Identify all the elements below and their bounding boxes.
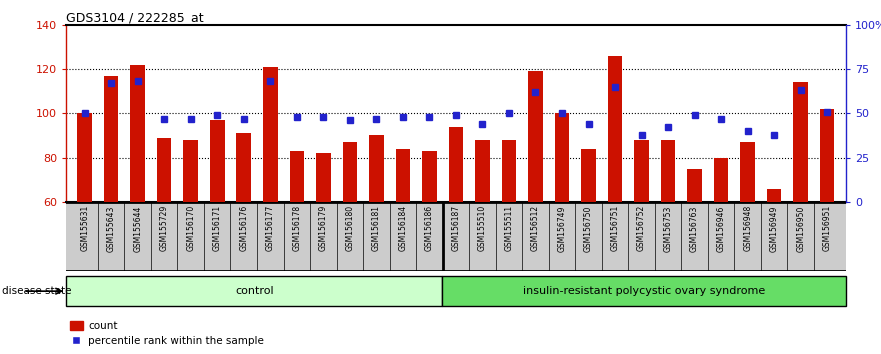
Text: GSM156186: GSM156186 bbox=[425, 205, 434, 251]
Bar bbox=[501, 140, 516, 335]
Text: GSM156177: GSM156177 bbox=[266, 205, 275, 251]
Bar bbox=[714, 158, 729, 335]
Text: control: control bbox=[235, 286, 274, 296]
Bar bbox=[66, 276, 442, 306]
Text: GSM156951: GSM156951 bbox=[823, 205, 832, 251]
Text: GSM155511: GSM155511 bbox=[505, 205, 514, 251]
Bar bbox=[555, 113, 569, 335]
Text: GSM156176: GSM156176 bbox=[240, 205, 248, 251]
Text: GSM156751: GSM156751 bbox=[611, 205, 619, 251]
Text: GSM156753: GSM156753 bbox=[663, 205, 672, 252]
Bar bbox=[210, 120, 225, 335]
Text: GSM155729: GSM155729 bbox=[159, 205, 168, 251]
Text: GSM156184: GSM156184 bbox=[398, 205, 407, 251]
Legend: count, percentile rank within the sample: count, percentile rank within the sample bbox=[66, 316, 268, 350]
Text: GSM156171: GSM156171 bbox=[212, 205, 222, 251]
Bar bbox=[529, 71, 543, 335]
Text: insulin-resistant polycystic ovary syndrome: insulin-resistant polycystic ovary syndr… bbox=[523, 286, 766, 296]
Bar bbox=[581, 149, 596, 335]
Bar bbox=[263, 67, 278, 335]
Bar bbox=[794, 82, 808, 335]
Text: GSM155510: GSM155510 bbox=[478, 205, 487, 251]
Bar bbox=[316, 153, 330, 335]
Text: GSM156752: GSM156752 bbox=[637, 205, 646, 251]
Bar bbox=[369, 135, 383, 335]
Bar bbox=[766, 188, 781, 335]
Text: GSM156750: GSM156750 bbox=[584, 205, 593, 252]
Bar bbox=[236, 133, 251, 335]
Bar bbox=[78, 113, 92, 335]
Text: GSM156512: GSM156512 bbox=[531, 205, 540, 251]
Text: disease state: disease state bbox=[2, 286, 71, 296]
Bar bbox=[396, 149, 411, 335]
Text: GSM156950: GSM156950 bbox=[796, 205, 805, 252]
Bar bbox=[157, 138, 172, 335]
Bar bbox=[442, 276, 846, 306]
Text: GSM155643: GSM155643 bbox=[107, 205, 115, 252]
Bar bbox=[820, 109, 834, 335]
Text: GSM156948: GSM156948 bbox=[744, 205, 752, 251]
Bar bbox=[183, 140, 198, 335]
Text: GSM155631: GSM155631 bbox=[80, 205, 89, 251]
Text: GSM156179: GSM156179 bbox=[319, 205, 328, 251]
Bar bbox=[448, 126, 463, 335]
Text: GSM156946: GSM156946 bbox=[716, 205, 726, 252]
Bar bbox=[608, 56, 622, 335]
Bar bbox=[687, 169, 702, 335]
Bar bbox=[343, 142, 357, 335]
Bar bbox=[290, 151, 304, 335]
Bar bbox=[661, 140, 676, 335]
Text: GSM156181: GSM156181 bbox=[372, 205, 381, 251]
Text: GSM156180: GSM156180 bbox=[345, 205, 354, 251]
Bar bbox=[104, 76, 118, 335]
Text: GSM156178: GSM156178 bbox=[292, 205, 301, 251]
Bar bbox=[130, 64, 145, 335]
Bar bbox=[475, 140, 490, 335]
Text: GSM156763: GSM156763 bbox=[690, 205, 700, 252]
Text: GSM156949: GSM156949 bbox=[770, 205, 779, 252]
Text: GSM155644: GSM155644 bbox=[133, 205, 142, 252]
Text: GSM156170: GSM156170 bbox=[186, 205, 196, 251]
Bar bbox=[740, 142, 755, 335]
Text: GDS3104 / 222285_at: GDS3104 / 222285_at bbox=[66, 11, 204, 24]
Bar bbox=[634, 140, 648, 335]
Bar bbox=[422, 151, 437, 335]
Text: GSM156749: GSM156749 bbox=[558, 205, 566, 252]
Text: GSM156187: GSM156187 bbox=[451, 205, 461, 251]
